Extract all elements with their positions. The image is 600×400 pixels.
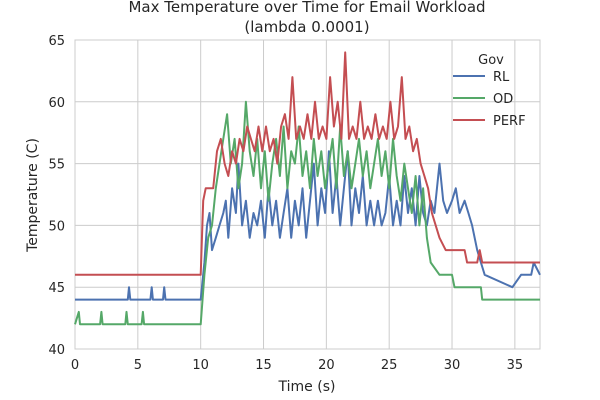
y-tick-label: 40 (48, 343, 65, 358)
y-tick-label: 50 (48, 219, 65, 234)
y-tick-label: 60 (48, 96, 65, 111)
plot-frame (74, 39, 541, 350)
legend-label-perf: PERF (493, 114, 526, 129)
legend-label-od: OD (493, 92, 513, 107)
series-line-perf (75, 51, 540, 276)
y-tick-label: 65 (48, 34, 65, 49)
x-tick-label: 20 (318, 358, 335, 373)
series-lines (74, 51, 541, 326)
x-axis-label: Time (s) (278, 379, 336, 395)
y-tick-label: 55 (48, 158, 65, 173)
x-tick-label: 0 (71, 358, 79, 373)
legend-title: Gov (478, 53, 504, 68)
legend-label-rl: RL (493, 70, 510, 85)
tick-labels: 0 5 10 15 20 25 30 35 40 45 50 55 60 65 (48, 34, 523, 373)
x-tick-label: 15 (255, 358, 272, 373)
chart-title-line-1: Max Temperature over Time for Email Work… (128, 0, 485, 16)
x-tick-label: 25 (381, 358, 398, 373)
y-tick-label: 45 (48, 281, 65, 296)
chart-title-line-2: (lambda 0.0001) (244, 18, 369, 36)
series-line-od (74, 100, 540, 326)
x-tick-label: 35 (507, 358, 524, 373)
x-tick-label: 5 (134, 358, 142, 373)
legend: Gov RL OD PERF (453, 53, 526, 129)
x-tick-label: 10 (192, 358, 209, 373)
x-tick-label: 30 (444, 358, 461, 373)
y-axis-label: Temperature (C) (25, 138, 41, 253)
